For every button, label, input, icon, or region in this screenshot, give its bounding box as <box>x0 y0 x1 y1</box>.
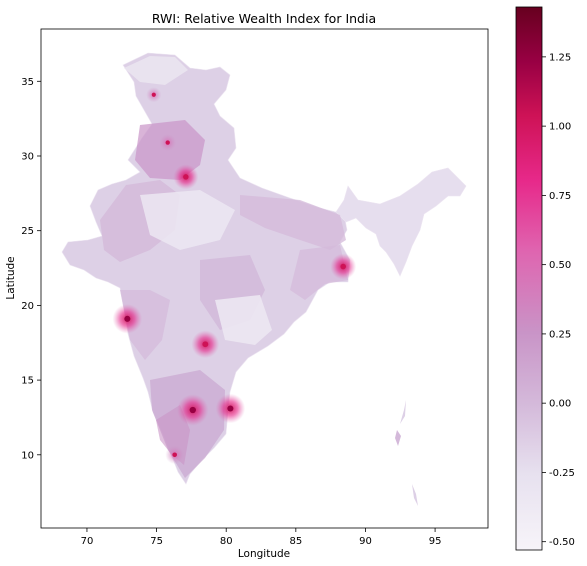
nicobar-islands <box>412 484 418 506</box>
colorbar-tick-label: -0.25 <box>549 468 575 479</box>
x-tick-label: 85 <box>289 536 302 547</box>
island-small <box>395 430 401 446</box>
hotspot-core <box>189 406 196 414</box>
x-tick-label: 95 <box>429 536 442 547</box>
y-tick-label: 15 <box>21 376 34 387</box>
colorbar-tick-label: 0.00 <box>549 399 571 410</box>
y-axis-ticks: 10 15 20 25 30 35 <box>21 77 41 461</box>
y-tick-label: 30 <box>21 151 34 162</box>
hotspot-core <box>227 405 234 412</box>
y-tick-label: 35 <box>21 77 34 88</box>
hotspot-core <box>151 92 156 97</box>
colorbar: -0.50 -0.25 0.00 0.25 0.50 0.75 1.00 1.25 <box>515 6 575 551</box>
colorbar-tick-label: 0.50 <box>549 260 571 271</box>
y-tick-label: 25 <box>21 226 34 237</box>
y-tick-label: 20 <box>21 301 34 312</box>
hotspot-core <box>124 315 131 322</box>
y-tick-label: 10 <box>21 450 34 461</box>
x-tick-label: 70 <box>81 536 94 547</box>
x-tick-label: 75 <box>150 536 163 547</box>
y-axis-label: Latitude <box>5 256 17 299</box>
colorbar-tick-label: 1.00 <box>549 122 571 133</box>
colorbar-tick-label: -0.50 <box>549 537 575 548</box>
x-axis-label: Longitude <box>238 548 290 560</box>
colorbar-ticks: -0.50 -0.25 0.00 0.25 0.50 0.75 1.00 1.25 <box>542 52 575 548</box>
wealth-hotspots <box>112 87 357 465</box>
colorbar-tick-label: 0.75 <box>549 191 571 202</box>
india-northeast <box>335 167 467 277</box>
chart-title: RWI: Relative Wealth Index for India <box>152 11 376 26</box>
colorbar-gradient <box>515 6 543 551</box>
colorbar-tick-label: 1.25 <box>549 52 571 63</box>
india-choropleth <box>61 52 467 506</box>
hotspot-core <box>165 140 170 145</box>
colorbar-tick-label: 0.25 <box>549 329 571 340</box>
hotspot-core <box>172 452 178 458</box>
x-tick-label: 80 <box>220 536 233 547</box>
andaman-islands <box>400 400 406 424</box>
hotspot-core <box>340 263 346 270</box>
x-axis-ticks: 70 75 80 85 90 95 <box>81 528 442 547</box>
hotspot-core <box>183 174 189 180</box>
hotspot-core <box>202 341 209 348</box>
x-tick-label: 90 <box>359 536 372 547</box>
